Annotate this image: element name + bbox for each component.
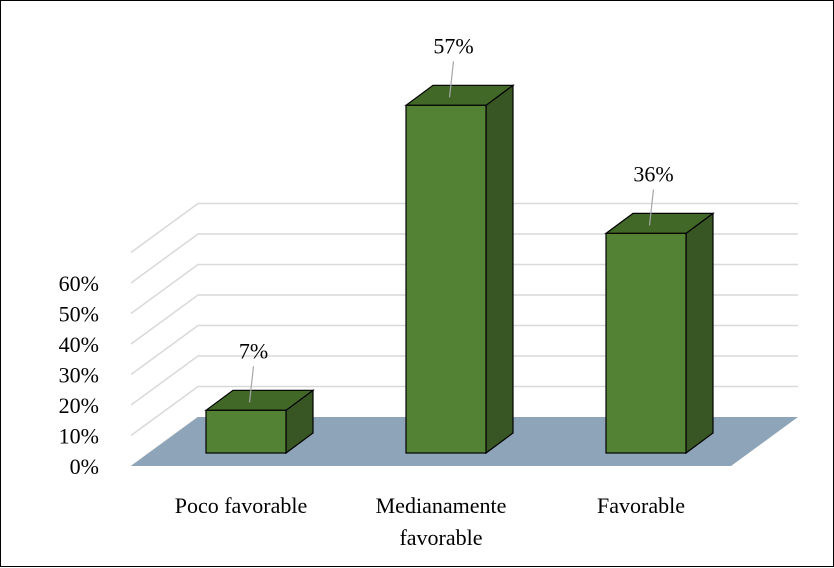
data-labels: 7% 57% 36% [239,33,674,403]
category-label: Medianamente [376,493,507,518]
data-label: 57% [433,33,473,58]
y-tick-label: 40% [59,332,99,357]
leader-line [648,189,655,226]
bar-side [685,212,714,455]
data-label: 7% [239,338,268,363]
y-tick-label: 10% [59,424,99,449]
bars [204,84,715,455]
y-tick-label: 30% [59,363,99,388]
y-tick-label: 60% [59,271,99,296]
gridline [130,202,798,254]
category-label: Poco favorable [175,493,308,518]
bar [604,212,715,455]
gridlines [130,202,798,437]
leader-line [448,61,455,98]
leader-line [248,366,255,403]
bar [204,389,315,455]
gridline [130,355,798,406]
y-axis-ticks: 0% 10% 20% 30% 40% 50% 60% [59,271,99,479]
bar-side [485,84,514,455]
gridline [130,385,798,437]
bar [404,84,515,455]
gridline [130,294,798,345]
data-label: 36% [633,161,673,186]
x-axis-categories: Poco favorable Medianamente favorable Favor… [175,493,685,550]
y-tick-label: 0% [70,454,99,479]
gridline [130,324,798,376]
bar-front [205,409,287,454]
bar-front [605,232,687,454]
category-label: favorable [399,525,482,550]
gridline [130,263,798,315]
y-tick-label: 20% [59,393,99,418]
bar-front [405,104,487,454]
gridline [130,233,798,284]
y-tick-label: 50% [59,302,99,327]
category-label: Favorable [597,493,685,518]
